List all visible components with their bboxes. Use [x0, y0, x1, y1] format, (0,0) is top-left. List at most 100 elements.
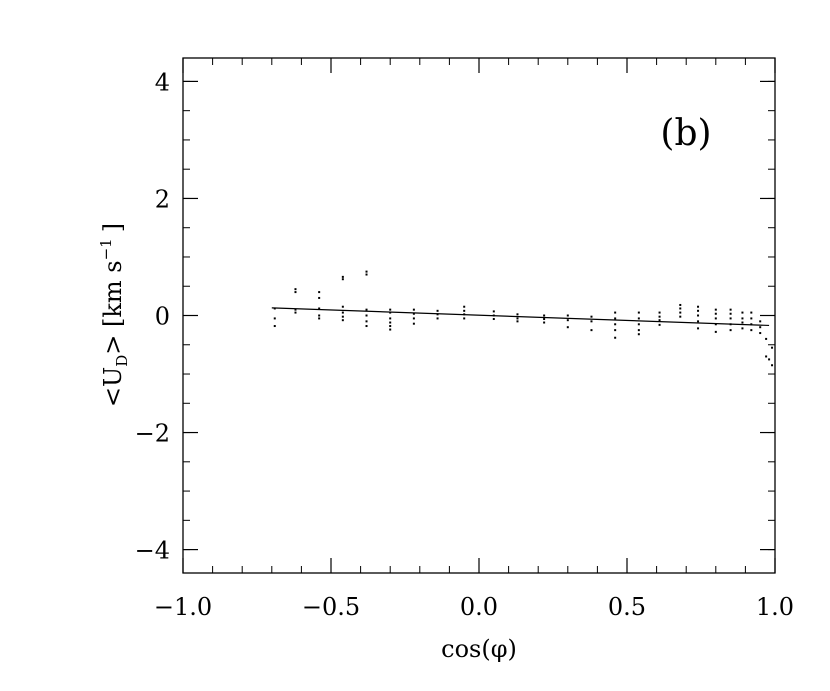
data-point [389, 325, 392, 328]
data-point [741, 317, 744, 320]
x-tick-label: 0.5 [608, 593, 646, 621]
data-point [273, 325, 276, 328]
data-point [697, 314, 700, 317]
data-point [389, 328, 392, 331]
data-point [516, 313, 519, 316]
data-point [614, 329, 617, 332]
data-point [729, 317, 732, 320]
data-point [741, 321, 744, 324]
data-point [273, 317, 276, 320]
data-point [543, 314, 546, 317]
data-point [389, 308, 392, 311]
data-point [658, 319, 661, 322]
data-point [318, 291, 321, 294]
data-point [463, 317, 466, 320]
data-point [590, 320, 593, 323]
data-point [341, 319, 344, 322]
data-point [679, 303, 682, 306]
data-point [614, 336, 617, 339]
y-label-unit-sup: −1 [97, 238, 115, 260]
data-point [714, 317, 717, 320]
data-point [365, 273, 368, 276]
y-label-unit-close: ] [99, 223, 127, 232]
data-point [516, 317, 519, 320]
data-point [463, 309, 466, 312]
data-point [566, 319, 569, 322]
data-point [389, 317, 392, 320]
x-tick-label: −0.5 [302, 593, 360, 621]
data-point [679, 307, 682, 310]
data-point [365, 270, 368, 273]
data-point [750, 317, 753, 320]
data-point [614, 311, 617, 314]
data-point [759, 326, 762, 329]
data-point [516, 320, 519, 323]
data-point [750, 311, 753, 314]
data-point [614, 317, 617, 320]
data-point [412, 312, 415, 315]
data-point [637, 329, 640, 332]
data-point [590, 329, 593, 332]
data-point [697, 320, 700, 323]
y-label-unit-open: [km s [99, 260, 127, 327]
data-point [389, 321, 392, 324]
data-point [341, 275, 344, 278]
data-points [273, 270, 774, 367]
data-point [365, 320, 368, 323]
data-point [365, 325, 368, 328]
data-point [543, 318, 546, 321]
data-point [436, 317, 439, 320]
data-point [294, 311, 297, 314]
data-point [714, 330, 717, 333]
x-tick-label: −1.0 [154, 593, 212, 621]
y-tick-label: 4 [155, 68, 170, 96]
data-point [741, 311, 744, 314]
data-point [771, 346, 774, 349]
data-point [412, 322, 415, 325]
x-tick-label: 1.0 [756, 593, 794, 621]
y-tick-label: −4 [135, 537, 170, 565]
tick-marks [182, 58, 776, 573]
data-point [759, 332, 762, 335]
data-point [679, 315, 682, 318]
data-point [729, 312, 732, 315]
data-point [714, 312, 717, 315]
data-point [341, 315, 344, 318]
data-point [318, 314, 321, 317]
data-point [436, 309, 439, 312]
y-label-close: > [99, 335, 127, 355]
data-point [365, 314, 368, 317]
data-point [658, 315, 661, 318]
panel-label: (b) [660, 113, 711, 154]
y-label-sub: D [113, 355, 131, 367]
data-point [614, 323, 617, 326]
y-tick-label: 2 [155, 185, 170, 213]
data-point [765, 355, 768, 358]
data-point [714, 308, 717, 311]
data-point [341, 305, 344, 308]
data-point [697, 309, 700, 312]
y-tick-label: 0 [155, 303, 170, 331]
data-point [566, 314, 569, 317]
y-tick-label: −2 [135, 420, 170, 448]
data-point [412, 308, 415, 311]
data-point [768, 358, 771, 361]
data-point [566, 326, 569, 329]
y-axis-label: <UD> [km s−1] [97, 223, 131, 407]
fit-line [271, 307, 770, 327]
data-point [729, 308, 732, 311]
data-point [765, 337, 768, 340]
x-tick-label: 0.0 [460, 593, 498, 621]
tick-labels: −1.0 −0.5 0.0 0.5 1.0 −4 −2 0 2 4 [135, 68, 794, 621]
data-point [318, 317, 321, 320]
data-point [697, 305, 700, 308]
data-point [771, 364, 774, 367]
data-point [759, 320, 762, 323]
data-point [341, 311, 344, 314]
data-point [741, 327, 744, 330]
data-point [590, 315, 593, 318]
data-point [637, 317, 640, 320]
data-point [750, 329, 753, 332]
y-label-open: <U [99, 367, 127, 407]
